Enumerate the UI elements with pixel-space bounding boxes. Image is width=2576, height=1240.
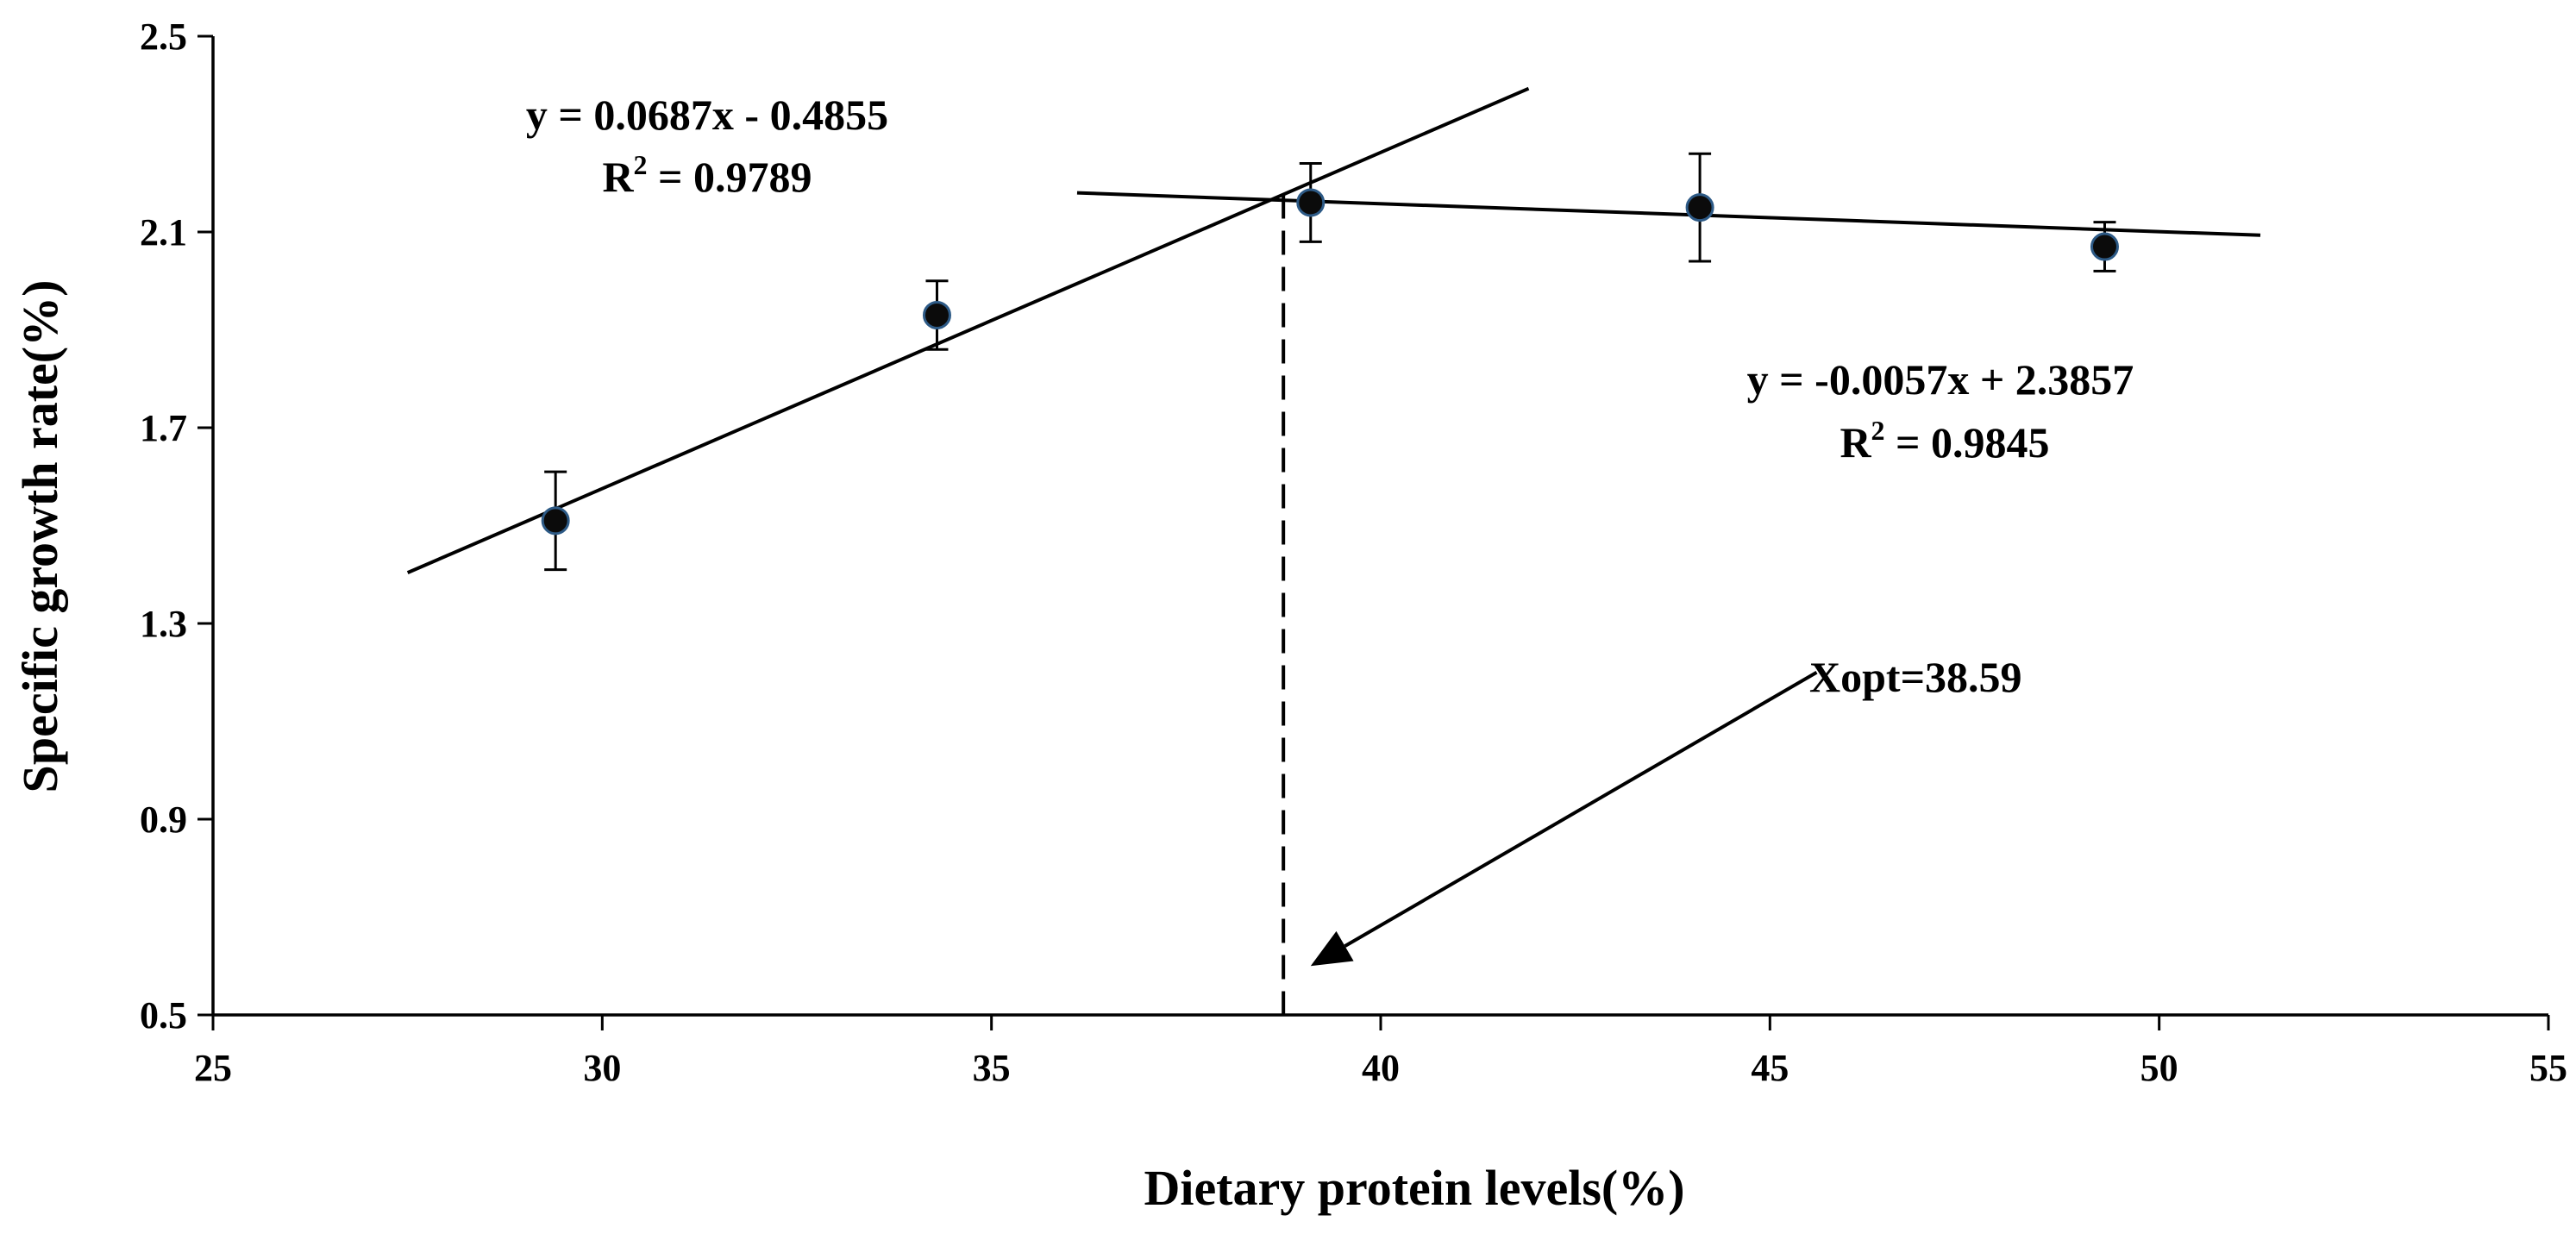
annotations: y = 0.0687x - 0.4855 R2 = 0.9789 y = -0.… [526, 91, 2134, 701]
fit-lines [406, 86, 2261, 1015]
r-squared-ascending: R2 = 0.9789 [602, 149, 812, 201]
equation-plateau: y = -0.0057x + 2.3857 [1747, 355, 2134, 404]
y-axis-title: Specific growth rate(%) [12, 280, 68, 793]
y-tick-label: 0.9 [140, 798, 187, 841]
fit-line-ascending [406, 86, 1530, 574]
data-point [1296, 188, 1326, 217]
y-tick-label: 1.3 [140, 603, 187, 645]
x-axis-title: Dietary protein levels(%) [1144, 1160, 1684, 1216]
axes: 25 30 35 40 45 50 55 0.5 0.9 1.3 1.7 2.1 2.5 [140, 16, 2567, 1089]
r-squared-plateau: R2 = 0.9845 [1840, 415, 2049, 467]
y-tick-label: 0.5 [140, 994, 187, 1036]
data-point [541, 506, 570, 535]
xopt-label: Xopt=38.59 [1809, 653, 2022, 701]
x-tick-label: 25 [194, 1047, 232, 1089]
data-point [2090, 232, 2119, 261]
data-point [1685, 193, 1714, 222]
x-tick-label: 35 [973, 1047, 1011, 1089]
y-tick-label: 2.1 [140, 211, 187, 254]
y-tick-label: 2.5 [140, 16, 187, 58]
x-tick-label: 45 [1751, 1047, 1789, 1089]
data-marks [541, 152, 2119, 572]
y-tick-label: 1.7 [140, 407, 187, 449]
xopt-arrow-head [1310, 930, 1354, 967]
data-point [922, 300, 951, 329]
equation-ascending: y = 0.0687x - 0.4855 [526, 91, 888, 139]
x-tick-label: 55 [2529, 1047, 2567, 1089]
xopt-arrow-shaft [1344, 671, 1818, 948]
x-tick-label: 30 [583, 1047, 621, 1089]
x-tick-label: 40 [1362, 1047, 1400, 1089]
x-tick-label: 50 [2140, 1047, 2178, 1089]
fit-line-plateau [1076, 191, 2261, 237]
